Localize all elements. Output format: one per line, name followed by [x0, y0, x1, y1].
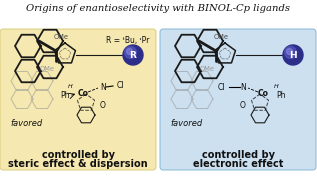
Text: favored: favored	[10, 119, 42, 128]
Text: controlled by: controlled by	[42, 150, 114, 160]
Text: H: H	[289, 50, 297, 60]
Text: Cl: Cl	[117, 81, 125, 91]
Text: N: N	[100, 84, 106, 92]
Text: controlled by: controlled by	[202, 150, 275, 160]
Text: Ph: Ph	[60, 91, 70, 101]
Text: Ph: Ph	[276, 91, 286, 101]
Circle shape	[126, 49, 133, 54]
Text: steric effect & dispersion: steric effect & dispersion	[8, 159, 148, 169]
FancyBboxPatch shape	[0, 29, 156, 170]
Text: N: N	[240, 84, 246, 92]
Circle shape	[283, 45, 303, 65]
Text: OMe: OMe	[214, 34, 229, 40]
Text: OMe: OMe	[40, 66, 55, 72]
Text: electronic effect: electronic effect	[193, 159, 283, 169]
Text: Co: Co	[257, 88, 268, 98]
Text: favored: favored	[170, 119, 202, 128]
Text: O: O	[240, 101, 246, 109]
Text: O: O	[100, 101, 106, 109]
Text: OMe: OMe	[200, 66, 215, 72]
FancyBboxPatch shape	[160, 29, 316, 170]
Circle shape	[125, 46, 137, 59]
Text: R: R	[130, 50, 136, 60]
Text: H: H	[274, 84, 278, 90]
Text: OMe: OMe	[54, 34, 69, 40]
Circle shape	[284, 46, 296, 59]
Text: R = ᵗBu, ᶦPr: R = ᵗBu, ᶦPr	[106, 36, 149, 46]
Circle shape	[287, 49, 293, 54]
Text: H: H	[68, 84, 72, 90]
Text: Origins of enantioselectivity with BINOL-Cp ligands: Origins of enantioselectivity with BINOL…	[27, 4, 290, 13]
Text: Co: Co	[77, 88, 88, 98]
Circle shape	[123, 45, 143, 65]
Text: Cl: Cl	[217, 83, 225, 91]
